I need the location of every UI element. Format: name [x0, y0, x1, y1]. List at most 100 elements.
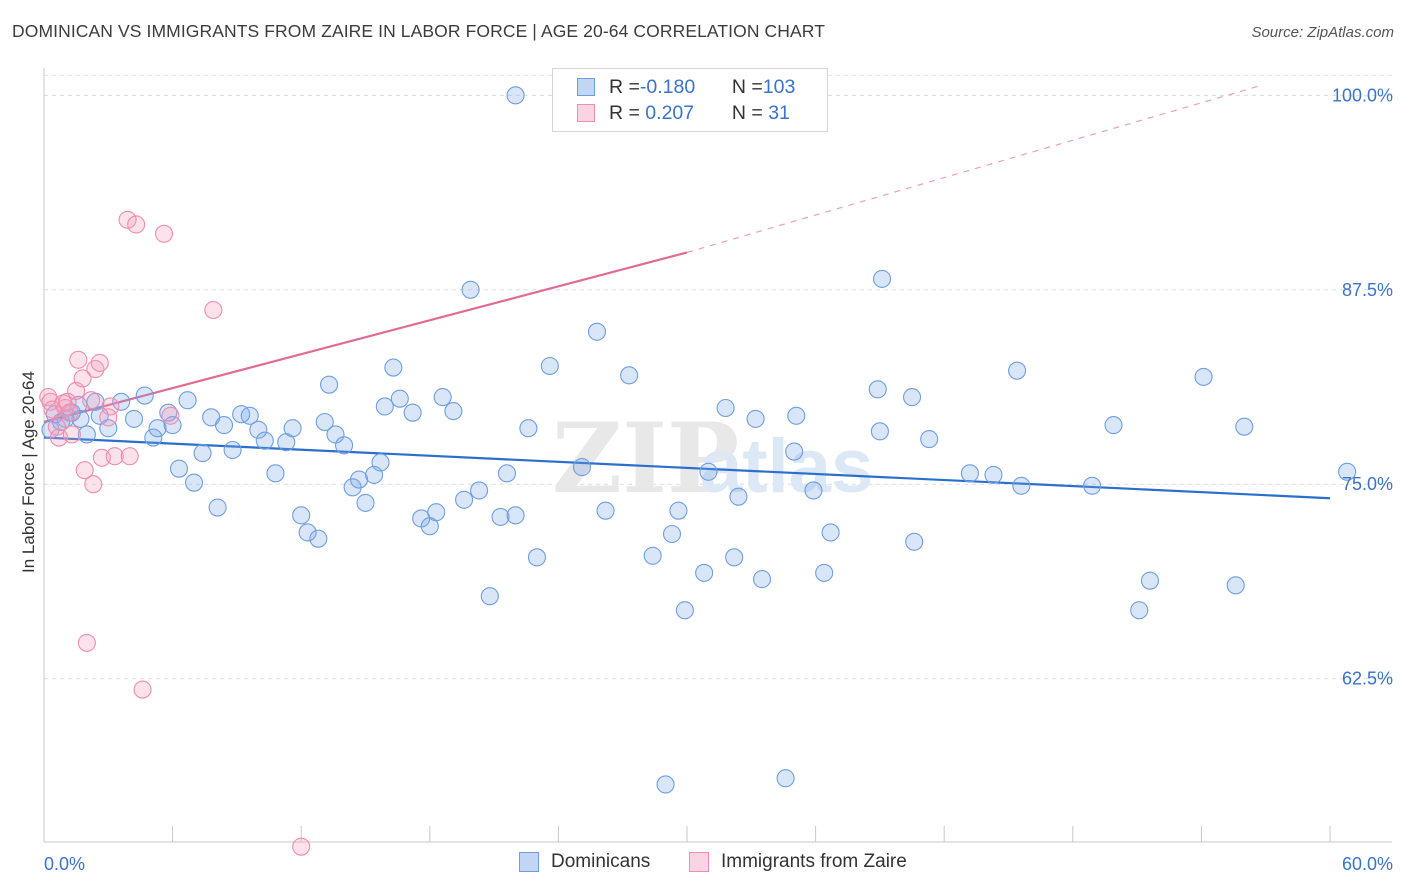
point-dominicans — [506, 86, 525, 105]
legend-r-value: -0.180 — [639, 75, 696, 98]
point-dominicans — [375, 397, 394, 416]
point-dominicans — [99, 419, 118, 438]
point-dominicans — [309, 529, 328, 548]
x-tick-label-min: 0.0% — [44, 854, 85, 874]
trend-line-zaire-extension — [686, 85, 1261, 254]
point-dominicans — [1194, 367, 1213, 386]
point-zaire — [84, 475, 103, 494]
point-dominicans — [356, 493, 375, 512]
point-dominicans — [214, 416, 234, 435]
point-dominicans — [572, 458, 592, 477]
point-zaire — [105, 447, 124, 466]
point-dominicans — [193, 444, 212, 463]
point-zaire — [73, 369, 92, 388]
point-dominicans — [540, 356, 559, 376]
legend-n-label: N = — [731, 75, 763, 98]
point-dominicans — [390, 389, 409, 408]
point-dominicans — [669, 501, 688, 520]
point-dominicans — [506, 506, 525, 525]
point-dominicans — [403, 403, 422, 422]
point-dominicans — [491, 507, 510, 526]
point-dominicans — [1130, 601, 1149, 620]
point-dominicans — [776, 769, 795, 788]
point-zaire — [133, 680, 152, 699]
point-dominicans — [587, 322, 607, 341]
point-dominicans — [1226, 576, 1245, 595]
point-dominicans — [292, 506, 311, 525]
point-zaire — [62, 425, 81, 444]
y-axis-label: In Labor Force | Age 20-64 — [19, 371, 38, 573]
point-dominicans — [596, 501, 615, 520]
point-dominicans — [71, 409, 90, 428]
bottom-legend-dominicans: Dominicans — [519, 851, 650, 873]
point-zaire — [161, 406, 180, 425]
point-dominicans — [519, 419, 538, 438]
point-dominicans — [384, 358, 403, 377]
point-dominicans — [480, 587, 499, 606]
point-dominicans — [960, 464, 979, 483]
point-dominicans — [208, 498, 227, 517]
point-zaire — [154, 224, 174, 243]
point-dominicans — [752, 570, 772, 589]
point-dominicans — [1083, 476, 1102, 495]
point-zaire — [204, 300, 223, 320]
point-dominicans — [984, 465, 1003, 484]
point-dominicans — [527, 548, 547, 567]
point-dominicans — [335, 436, 354, 455]
point-dominicans — [1235, 417, 1254, 436]
point-dominicans — [169, 459, 189, 478]
point-dominicans — [1140, 571, 1160, 590]
point-dominicans — [902, 388, 922, 407]
point-zaire — [75, 461, 94, 480]
y-tick-label: 75.0% — [1342, 474, 1393, 494]
point-dominicans — [920, 430, 939, 449]
point-dominicans — [804, 481, 823, 500]
point-dominicans — [656, 775, 675, 794]
point-dominicans — [315, 412, 334, 432]
point-zaire — [101, 397, 120, 416]
trend-line-zaire — [43, 251, 688, 424]
legend-swatch-pink — [577, 104, 595, 122]
point-zaire — [90, 353, 109, 372]
legend-row-dominicans: R = -0.180 N = 103 — [577, 74, 795, 100]
point-dominicans — [255, 431, 274, 450]
point-zaire — [292, 837, 311, 856]
point-dominicans — [144, 428, 163, 447]
legend-r-label: R = — [609, 101, 640, 124]
point-dominicans — [455, 490, 474, 509]
point-dominicans — [470, 481, 489, 500]
point-dominicans — [1012, 476, 1031, 495]
point-dominicans — [815, 563, 834, 582]
point-dominicans — [675, 601, 694, 620]
point-dominicans — [746, 409, 765, 428]
trend-lines — [43, 85, 1331, 500]
point-dominicans — [249, 420, 268, 439]
point-zaire — [47, 417, 66, 436]
bottom-legend: Dominicans Immigrants from Zaire — [0, 851, 1406, 879]
point-dominicans — [240, 406, 259, 425]
point-dominicans — [444, 402, 463, 421]
point-dominicans — [821, 523, 840, 542]
point-dominicans — [905, 532, 924, 551]
point-dominicans — [716, 398, 735, 418]
point-dominicans — [695, 563, 714, 582]
point-dominicans — [1338, 462, 1357, 481]
point-dominicans — [461, 280, 480, 299]
point-zaire — [99, 408, 118, 427]
point-zaire — [60, 403, 79, 422]
tick-labels: 62.5% 75.0% 87.5% 100.0% 0.0% 60.0% — [44, 85, 1393, 874]
point-dominicans — [870, 422, 889, 441]
data-points — [39, 86, 1357, 856]
point-dominicans — [785, 442, 804, 461]
trend-line-dominicans — [43, 436, 1331, 500]
point-dominicans — [371, 453, 390, 472]
point-zaire — [120, 447, 139, 466]
x-tick-label-max: 60.0% — [1342, 854, 1393, 874]
y-tick-label: 62.5% — [1342, 669, 1393, 689]
legend-swatch-blue — [577, 78, 595, 96]
point-dominicans — [497, 464, 517, 483]
y-tick-label: 100.0% — [1332, 85, 1393, 105]
legend-r-label: R = — [609, 75, 640, 98]
point-dominicans — [868, 380, 887, 399]
legend-n-value: 31 — [762, 101, 790, 124]
